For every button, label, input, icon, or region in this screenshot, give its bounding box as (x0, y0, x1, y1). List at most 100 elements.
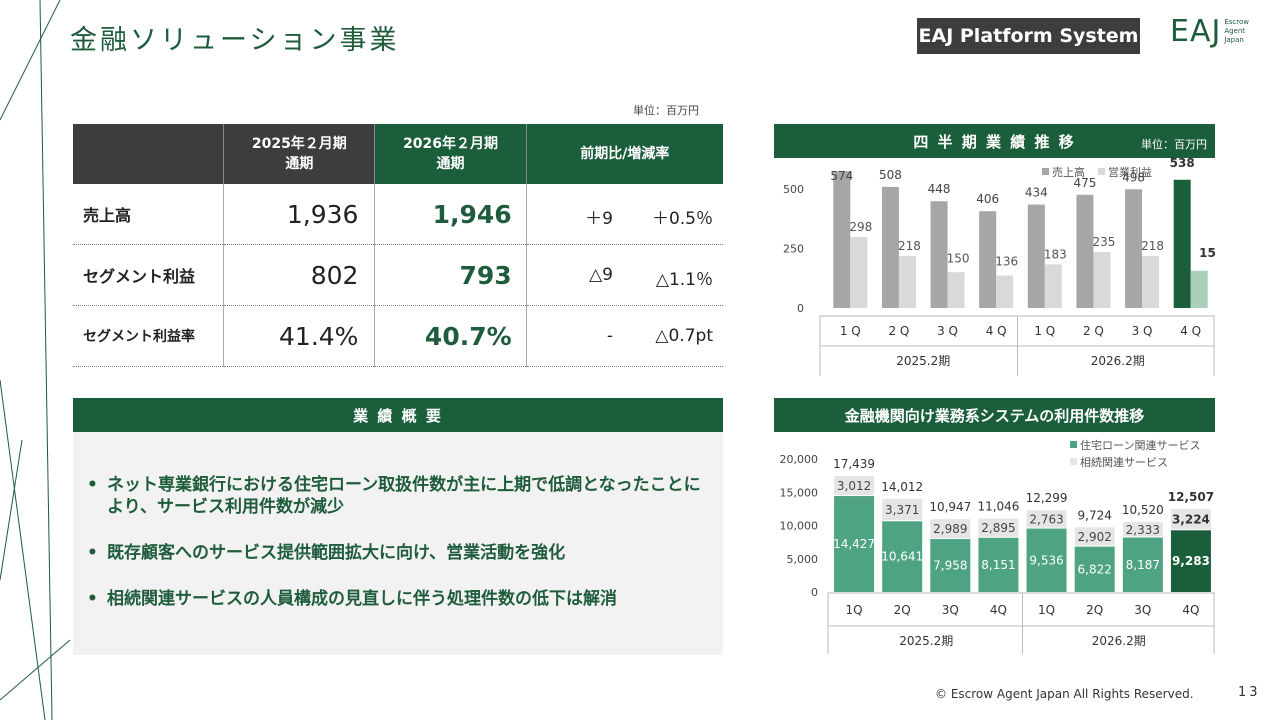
bar-housing-loan (1074, 546, 1115, 592)
bar-profit (1093, 251, 1111, 308)
y-tick-label: 5,000 (787, 553, 819, 566)
bar-profit (898, 256, 916, 308)
chart1-unit: 単位：百万円 (1141, 138, 1207, 151)
value-2025: 1,936 (223, 184, 375, 245)
bar-profit (1044, 264, 1062, 308)
bar-sales (930, 201, 948, 308)
usage-count-chart: 20,000 15,000 10,000 5,000 0 住宅ローン関連サービス相続関連サ… (780, 438, 1215, 654)
bar-inheritance (1122, 522, 1163, 537)
bar-housing-loan (834, 496, 875, 592)
table-row: 売上高 1,936 1,946 ＋9 ＋0.5％ (73, 184, 723, 245)
data-label-total: 11,046 (977, 500, 1019, 514)
summary-heading: 業 績 概 要 (73, 398, 723, 432)
legend-swatch-inheritance (1070, 458, 1077, 465)
x-tick-label: 4 Q (1180, 324, 1201, 338)
bar-housing-loan (1170, 530, 1211, 592)
group-label: 2026.2期 (1092, 634, 1146, 648)
legend-swatch-profit (1098, 168, 1105, 175)
bar-inheritance (930, 519, 971, 539)
legend-label-inheritance: 相続関連サービス (1080, 455, 1168, 469)
x-tick-label: 2 Q (888, 324, 909, 338)
bar-profit (1190, 270, 1208, 308)
chart1-title: 四 半 期 業 績 推 移 (913, 132, 1076, 151)
data-label-profit: 156 (1199, 246, 1215, 260)
header-comparison: 前期比/増減率 (525, 124, 723, 184)
data-label-inheritance: 2,989 (933, 522, 967, 536)
data-label-profit: 298 (849, 220, 872, 234)
group-label: 2025.2期 (896, 354, 950, 368)
chart1-heading: 四 半 期 業 績 推 移 単位：百万円 (774, 124, 1215, 158)
data-label-sales: 498 (1122, 170, 1145, 184)
data-label-inheritance: 3,224 (1172, 513, 1210, 527)
value-2026: 793 (374, 244, 527, 306)
y-tick-label: 20,000 (780, 453, 819, 466)
x-tick-label: 2Q (1086, 603, 1103, 617)
bar-sales (979, 211, 997, 308)
data-label-inheritance: 3,371 (885, 503, 919, 517)
data-label-total: 10,520 (1122, 503, 1164, 517)
x-tick-label: 4Q (1182, 603, 1199, 617)
logo-main-text: EAJ (1170, 14, 1222, 49)
value-2025: 802 (223, 244, 375, 306)
x-tick-label: 1 Q (840, 324, 861, 338)
x-tick-label: 1 Q (1034, 324, 1055, 338)
bar-inheritance (1170, 508, 1211, 530)
logo-sub-text: Escrow Agent Japan (1224, 18, 1249, 44)
data-label-housing: 8,151 (981, 558, 1015, 572)
bar-profit (1142, 256, 1160, 308)
list-item: • ネット専業銀行における住宅ローン取扱件数が主に上期で低調となったことにより、サ… (87, 475, 701, 517)
bar-sales (833, 171, 851, 308)
x-tick-label: 2Q (894, 603, 911, 617)
bar-sales (1076, 194, 1094, 308)
data-label-housing: 14,427 (833, 537, 875, 551)
bar-sales (1173, 179, 1191, 308)
bar-housing-loan (882, 521, 923, 592)
header-blank (73, 124, 224, 184)
data-label-housing: 9,283 (1172, 554, 1210, 568)
data-label-inheritance: 3,012 (837, 479, 871, 493)
bar-profit (996, 275, 1014, 308)
bar-profit (850, 236, 868, 308)
value-2026: 40.7% (374, 305, 527, 367)
bar-sales (1027, 204, 1045, 308)
data-label-housing: 7,958 (933, 559, 967, 573)
data-label-housing: 9,536 (1029, 553, 1063, 567)
legend-swatch-sales (1042, 168, 1049, 175)
data-label-profit: 218 (1141, 239, 1164, 253)
platform-badge: EAJ Platform System (917, 18, 1140, 54)
x-tick-label: 1Q (1038, 603, 1055, 617)
table-row: セグメント利益 802 793 △9 △1.1％ (73, 244, 723, 306)
y-tick-label: 15,000 (780, 486, 819, 499)
x-tick-label: 2 Q (1083, 324, 1104, 338)
legend-label-sales: 売上高 (1052, 165, 1085, 179)
data-label-housing: 10,641 (881, 550, 923, 564)
list-item: • 既存顧客へのサービス提供範囲拡大に向け、営業活動を強化 (87, 543, 566, 563)
x-tick-label: 4Q (990, 603, 1007, 617)
x-tick-label: 1Q (846, 603, 863, 617)
data-label-profit: 150 (947, 251, 970, 265)
row-label: セグメント利益 (73, 244, 224, 306)
list-item: • 相続関連サービスの人員構成の見直しに伴う処理件数の低下は解消 (87, 589, 617, 609)
table-header-row: 2025年２月期 通期 2026年２月期 通期 前期比/増減率 (73, 124, 723, 184)
bar-sales (1125, 189, 1143, 308)
data-label-sales: 406 (976, 192, 999, 206)
page-number: 13 (1238, 685, 1261, 700)
data-label-total: 12,507 (1168, 490, 1214, 504)
y-tick-label: 0 (797, 302, 804, 315)
data-label-sales: 508 (879, 168, 902, 182)
data-label-inheritance: 2,895 (981, 521, 1015, 535)
x-tick-label: 4 Q (986, 324, 1007, 338)
chart2-title: 金融機関向け業務系システムの利用件数推移 (844, 406, 1145, 425)
data-label-profit: 136 (995, 255, 1018, 269)
data-label-housing: 8,187 (1126, 558, 1160, 572)
bar-inheritance (882, 498, 923, 521)
bar-inheritance (834, 476, 875, 496)
data-label-profit: 218 (898, 239, 921, 253)
group-label: 2025.2期 (899, 634, 953, 648)
value-2026: 1,946 (374, 184, 527, 245)
data-label-total: 12,299 (1026, 491, 1068, 505)
bar-inheritance (1074, 527, 1115, 546)
data-label-sales: 448 (928, 182, 951, 196)
value-2025: 41.4% (223, 305, 375, 367)
decorative-lines (0, 0, 71, 720)
